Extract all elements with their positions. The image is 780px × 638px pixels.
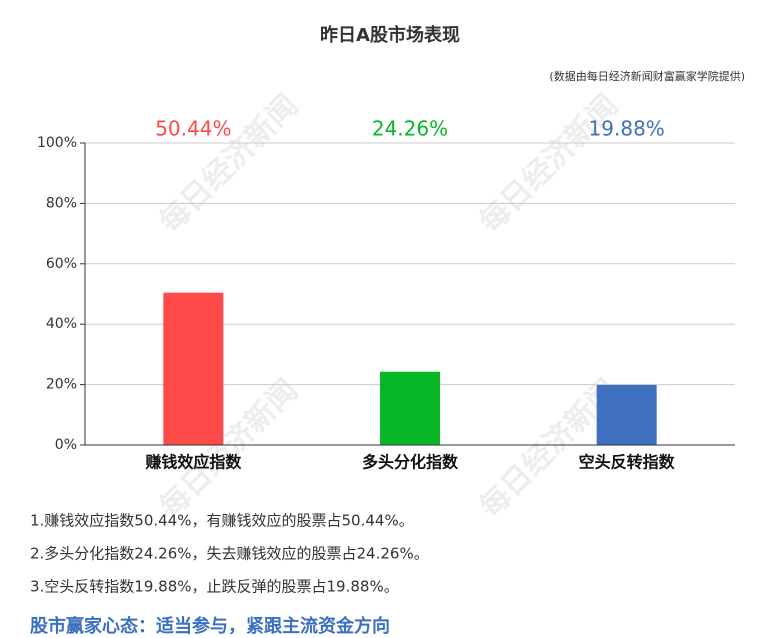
y-tick-label: 40% [46, 316, 77, 332]
bar [380, 371, 440, 445]
headline: 股市赢家心态：适当参与，紧跟主流资金方向 [29, 615, 390, 637]
watermark: 每日经济新闻 [153, 88, 305, 240]
watermark: 每日经济新闻 [473, 88, 625, 240]
y-tick-label: 80% [46, 195, 77, 211]
bar [163, 292, 224, 445]
x-tick-label: 空头反转指数 [579, 453, 676, 472]
y-tick-label: 100% [37, 135, 77, 151]
x-tick-label: 多头分化指数 [362, 453, 459, 472]
note: 1.赚钱效应指数50.44%，有赚钱效应的股票占50.44%。 [30, 512, 414, 530]
chart-title: 昨日A股市场表现 [320, 24, 460, 46]
value-label: 24.26% [372, 117, 448, 141]
value-label: 19.88% [589, 117, 665, 141]
y-tick-label: 20% [46, 377, 77, 393]
bar [596, 384, 657, 445]
source-note: (数据由每日经济新闻财富赢家学院提供) [549, 69, 745, 83]
note: 3.空头反转指数19.88%，止跌反弹的股票占19.88%。 [30, 578, 399, 596]
y-tick-label: 60% [46, 256, 77, 272]
x-tick-label: 赚钱效应指数 [144, 453, 242, 472]
note: 2.多头分化指数24.26%，失去赚钱效应的股票占24.26%。 [30, 545, 429, 563]
value-label: 50.44% [155, 117, 231, 141]
y-tick-label: 0% [55, 437, 77, 453]
